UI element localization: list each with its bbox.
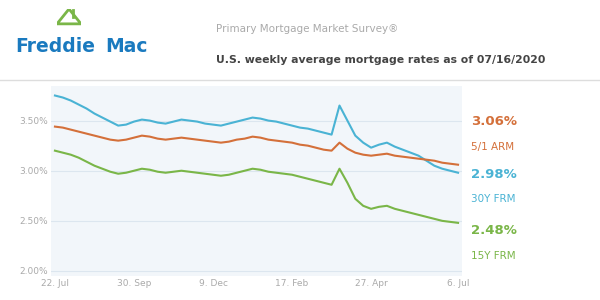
Text: 2.98%: 2.98% bbox=[471, 167, 517, 181]
Text: Primary Mortgage Market Survey®: Primary Mortgage Market Survey® bbox=[216, 23, 398, 34]
Text: 30Y FRM: 30Y FRM bbox=[471, 194, 515, 205]
Text: U.S. weekly average mortgage rates as of 07/16/2020: U.S. weekly average mortgage rates as of… bbox=[216, 55, 545, 65]
Text: 15Y FRM: 15Y FRM bbox=[471, 250, 515, 261]
Text: Mac: Mac bbox=[105, 37, 148, 56]
Text: 2.48%: 2.48% bbox=[471, 224, 517, 238]
Text: 3.06%: 3.06% bbox=[471, 115, 517, 128]
Text: 5/1 ARM: 5/1 ARM bbox=[471, 142, 514, 152]
Text: Freddie: Freddie bbox=[15, 37, 95, 56]
